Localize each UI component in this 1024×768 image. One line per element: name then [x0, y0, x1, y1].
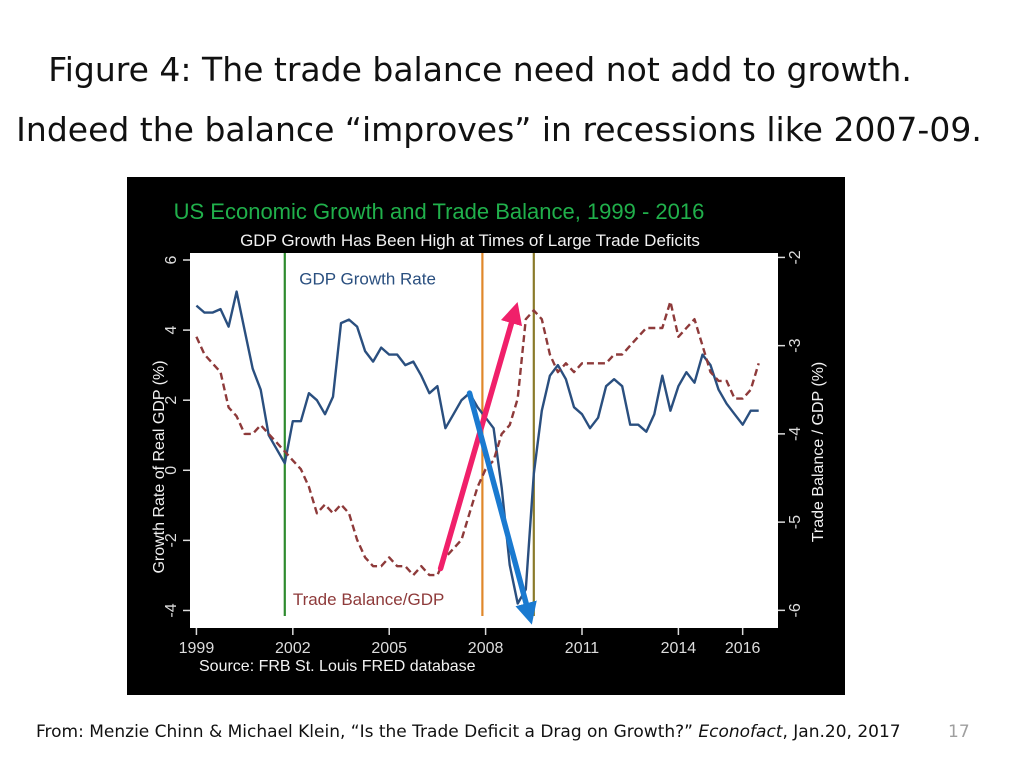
gdp-falls-arrow	[466, 390, 537, 625]
citation: From: Menzie Chinn & Michael Klein, “Is …	[36, 722, 901, 742]
chart-title: US Economic Growth and Trade Balance, 19…	[174, 199, 705, 224]
x-tick-label: 2005	[371, 640, 407, 657]
chart-image: US Economic Growth and Trade Balance, 19…	[127, 177, 845, 695]
citation-suffix: , Jan.20, 2017	[782, 722, 901, 742]
x-tick-label: 2011	[565, 640, 600, 657]
gdp-growth-series-line	[195, 290, 759, 605]
plot-area: 1999 2002 2005 2008 2011 2014 2016 -4 -2 0 2 4 6 -6 -5…	[163, 250, 804, 657]
x-tick-label: 1999	[179, 640, 215, 657]
trade-balance-series-line	[195, 300, 760, 577]
x-tick-label: 2008	[468, 640, 504, 657]
y-right-tick-label: -4	[787, 427, 804, 441]
slide-number: 17	[948, 722, 970, 742]
series-annotation: Trade Balance/GDP	[293, 590, 445, 609]
y-right-tick-label: -3	[787, 338, 804, 352]
slide-title-line-2: Indeed the balance “improves” in recessi…	[16, 110, 982, 149]
chart-subtitle: GDP Growth Has Been High at Times of Lar…	[240, 231, 700, 250]
x-tick-label: 2014	[661, 640, 697, 657]
y-left-axis-label: Growth Rate of Real GDP (%)	[151, 360, 168, 573]
x-tick-label: 2016	[725, 640, 761, 657]
x-tick-label: 2002	[275, 640, 311, 657]
y-left-tick-label: 2	[163, 396, 180, 405]
chart-source: Source: FRB St. Louis FRED database	[199, 658, 476, 675]
y-left-tick-label: 4	[163, 326, 180, 335]
series-annotation: GDP Growth Rate	[299, 270, 436, 289]
y-left-tick-label: -2	[163, 533, 180, 547]
y-right-tick-label: -6	[787, 603, 804, 617]
y-right-tick-label: -2	[787, 250, 804, 264]
trade-balance-improves-arrow	[437, 302, 523, 572]
chart-svg: US Economic Growth and Trade Balance, 19…	[151, 199, 827, 675]
y-right-tick-label: -5	[787, 515, 804, 529]
y-left-tick-label: 0	[163, 466, 180, 475]
y-left-tick-label: -4	[163, 603, 180, 617]
citation-journal: Econofact	[698, 722, 783, 742]
slide-title-line-1: Figure 4: The trade balance need not add…	[48, 50, 912, 89]
y-right-axis-label: Trade Balance / GDP (%)	[810, 362, 827, 543]
citation-prefix: From: Menzie Chinn & Michael Klein, “Is …	[36, 722, 699, 742]
y-left-tick-label: 6	[163, 255, 180, 264]
